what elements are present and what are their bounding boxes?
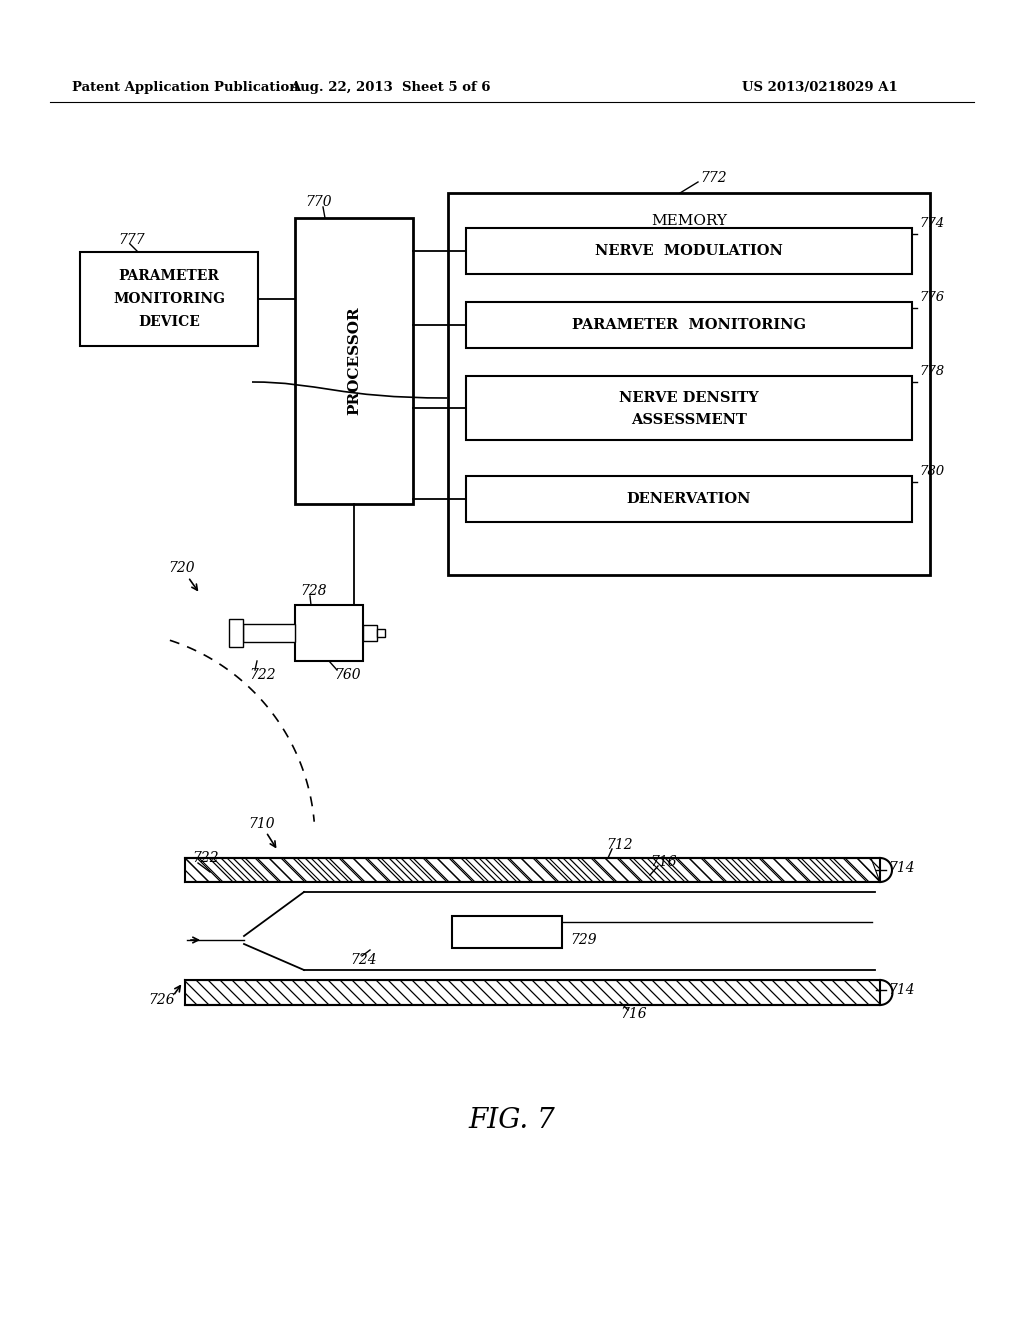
Text: 714: 714 (888, 861, 914, 875)
Text: Aug. 22, 2013  Sheet 5 of 6: Aug. 22, 2013 Sheet 5 of 6 (290, 82, 490, 95)
Text: DEVICE: DEVICE (138, 315, 200, 329)
Bar (243, 624, 295, 642)
Bar (466, 376, 912, 440)
Text: 714: 714 (888, 983, 914, 997)
Text: 760: 760 (334, 668, 360, 682)
Text: MODULATE: MODULATE (463, 925, 551, 939)
Text: 720: 720 (168, 561, 195, 576)
Text: US 2013/0218029 A1: US 2013/0218029 A1 (742, 82, 898, 95)
Bar (229, 619, 243, 647)
Text: MEMORY: MEMORY (651, 214, 727, 228)
Bar (466, 228, 912, 275)
Text: PARAMETER  MONITORING: PARAMETER MONITORING (572, 318, 806, 333)
Text: NERVE DENSITY: NERVE DENSITY (620, 391, 759, 405)
Text: 716: 716 (620, 1007, 646, 1020)
Text: 777: 777 (118, 234, 144, 247)
Text: DENERVATION: DENERVATION (627, 492, 752, 506)
Text: 780: 780 (919, 465, 944, 478)
Text: 712: 712 (606, 838, 633, 851)
Bar (185, 979, 880, 1005)
Text: 726: 726 (148, 993, 175, 1007)
Text: FIG. 7: FIG. 7 (469, 1106, 555, 1134)
Text: 728: 728 (300, 583, 327, 598)
Bar (452, 916, 562, 948)
Bar (466, 302, 912, 348)
Bar (295, 218, 413, 504)
Text: 776: 776 (919, 290, 944, 304)
Bar (80, 252, 258, 346)
Text: PARAMETER: PARAMETER (119, 269, 219, 282)
Text: 710: 710 (248, 817, 274, 832)
Text: 772: 772 (700, 172, 727, 185)
Text: 722: 722 (249, 668, 275, 682)
Text: 774: 774 (919, 216, 944, 230)
Text: 724: 724 (350, 953, 377, 968)
Bar (377, 630, 385, 638)
Text: 729: 729 (570, 933, 597, 946)
Text: NERVE  MODULATION: NERVE MODULATION (595, 244, 783, 257)
Bar (466, 477, 912, 521)
Text: ASSESSMENT: ASSESSMENT (631, 413, 746, 426)
Bar (185, 858, 880, 882)
Bar (295, 605, 362, 661)
Text: MONITORING: MONITORING (113, 292, 225, 306)
Text: Patent Application Publication: Patent Application Publication (72, 82, 299, 95)
Text: 716: 716 (650, 855, 677, 869)
Bar (185, 882, 880, 979)
Text: 722: 722 (193, 851, 219, 865)
Text: PROCESSOR: PROCESSOR (347, 306, 361, 416)
Bar (449, 193, 930, 576)
Text: 778: 778 (919, 366, 944, 378)
Text: 770: 770 (305, 195, 332, 209)
Bar (362, 624, 377, 642)
